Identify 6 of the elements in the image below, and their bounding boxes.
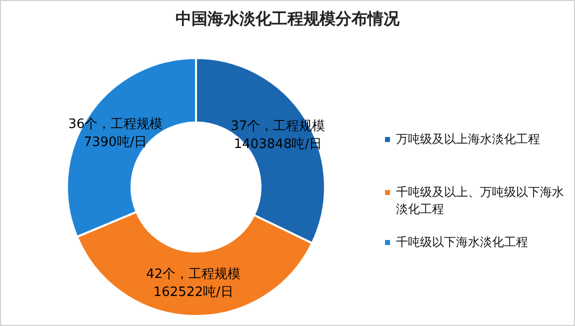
chart-title: 中国海水淡化工程规模分布情况 xyxy=(174,9,400,30)
legend-label: 千吨级及以上、万吨级以下海水淡化工程 xyxy=(396,184,565,218)
data-label: 36个，工程规模 7390吨/日 xyxy=(68,116,163,150)
legend-label: 万吨级及以上海水淡化工程 xyxy=(396,131,540,148)
legend-label: 千吨级以下海水淡化工程 xyxy=(396,234,528,251)
data-label: 42个，工程规模 162522吨/日 xyxy=(146,267,241,300)
